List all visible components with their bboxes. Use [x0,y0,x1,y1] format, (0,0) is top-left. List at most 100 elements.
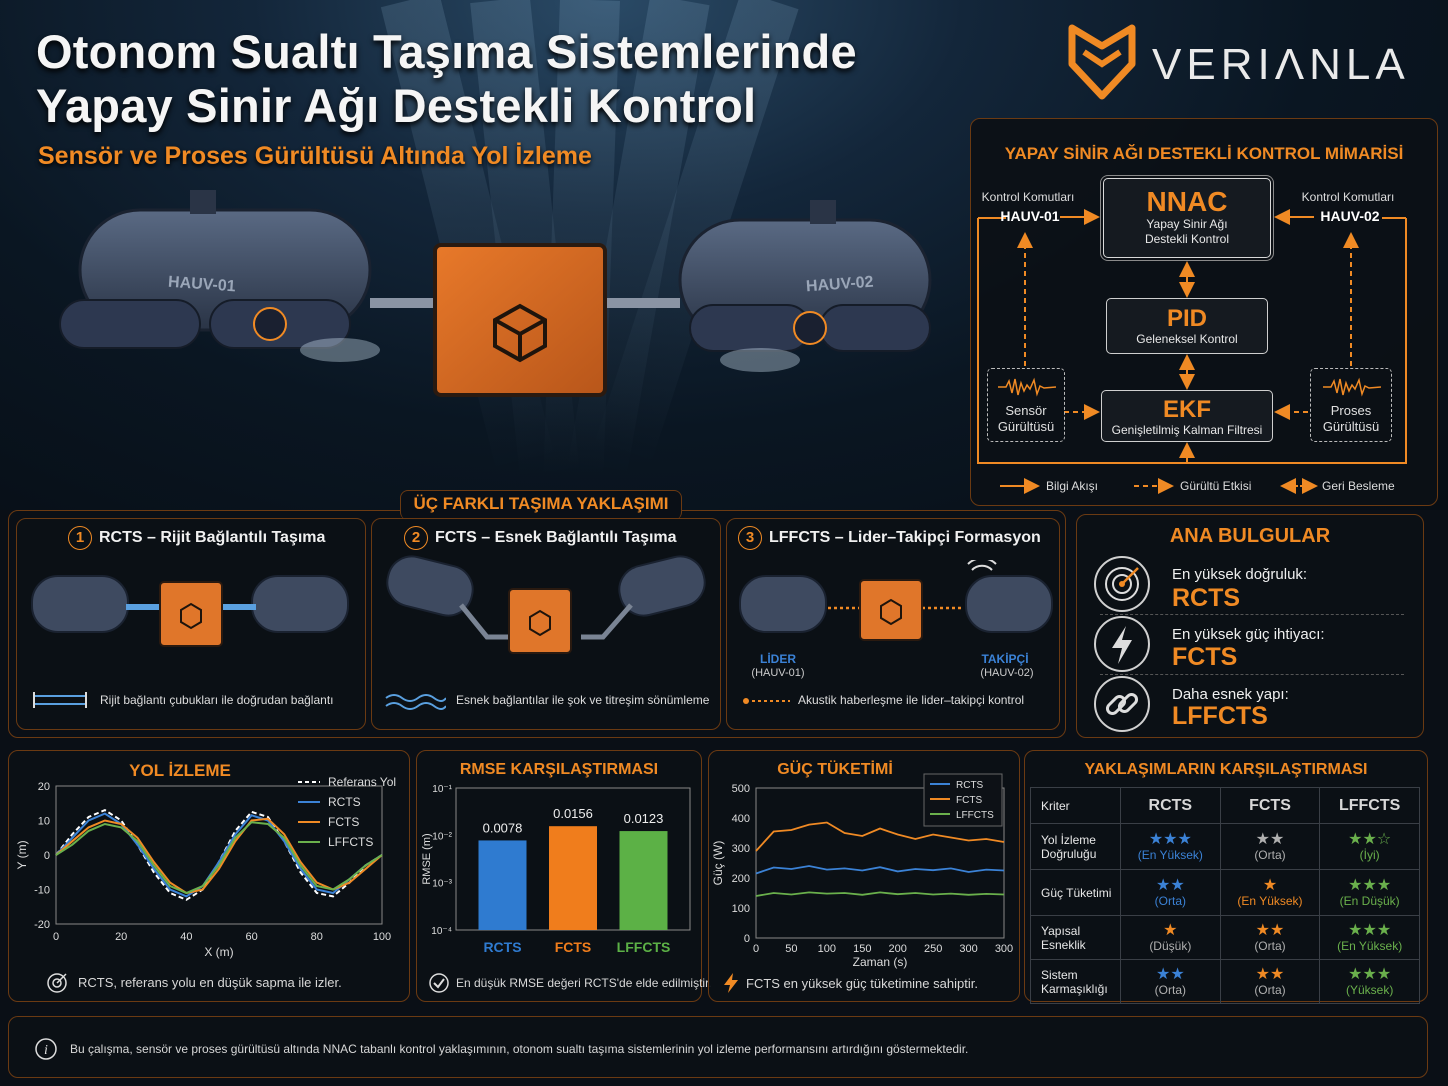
y-tick-label: 10 [38,816,50,828]
bar-lffcts [619,831,668,930]
approach-title-2: 2 FCTS – Esnek Bağlantılı Taşıma [404,526,677,550]
x-tick-label: 100 [373,931,391,943]
legend-label: LFFCTS [956,810,994,821]
series-line-fcts [755,821,1005,852]
series-line-lffcts [55,821,383,895]
y-axis-label: RMSE (m) [421,833,433,884]
y-tick-label: 200 [732,873,750,885]
lightning-icon [724,973,738,993]
footer-panel [8,1016,1428,1078]
legend-noise-effect: Gürültü Etkisi [1180,479,1252,493]
legend-feedback: Geri Besleme [1322,479,1395,493]
power-chart: 500 400 300 200 100 00 50 100 150 200 250 300 300 Zam… [711,773,1013,969]
vehicle-right [678,200,932,372]
y-tick-label: -20 [34,919,50,931]
bar-value-label: 0.0078 [483,820,523,835]
hero-illustration [59,190,932,397]
x-tick-label: 250 [924,943,942,955]
plot-frame [755,787,1005,939]
rcts-illustration [31,575,349,647]
legend-label: RCTS [956,780,984,791]
right-command-target: HAUV-02 [1320,208,1380,224]
follower-label: TAKİPÇİ [981,652,1029,666]
target-icon [1094,556,1150,612]
x-tick-label: 300 [995,943,1013,955]
footer-note: Bu çalışma, sensör ve proses gürültüsü a… [70,1042,969,1056]
y-tick-label: 400 [732,813,750,825]
signal-icon [967,560,997,571]
bar-rcts [478,840,527,930]
series-line-lffcts [755,891,1005,897]
x-tick-label: 300 [959,943,977,955]
vehicle-left [59,190,380,362]
approaches-title: ÜÇ FARKLI TAŞIMA YAKLAŞIMI [413,494,669,513]
approach-title-3: 3 LFFCTS – Lider–Takipçi Formasyon [738,526,1041,550]
findings-title: ANA BULGULAR [1169,525,1331,547]
x-tick-label: 200 [889,943,907,955]
category-label: FCTS [555,939,592,955]
y-tick-label: 500 [732,783,750,795]
link-icon [1094,676,1150,732]
series-line-rcts [55,812,383,898]
y-tick-label: 0 [744,933,750,945]
info-icon: i [35,1038,57,1060]
y-tick-label: 10⁻² [432,831,452,842]
finding-value-2: FCTS [1172,643,1238,671]
page-title-line1: Otonom Sualtı Taşıma Sistemlerinde [36,25,857,78]
nnac-name: NNAC [1146,186,1228,217]
noise-wave-icon [1323,377,1381,397]
approach-caption-2: Esnek bağlantılar ile şok ve titreşim sö… [456,693,710,707]
legend-label: FCTS [328,815,359,829]
sensor-noise-block: Sensör Gürültüsü [987,368,1065,442]
y-tick-label: 10⁻⁴ [431,926,452,937]
legend-label: Referans Yol [328,775,396,789]
svg-text:i: i [44,1043,48,1058]
nnac-block: NNAC Yapay Sinir Ağı Destekli Kontrol [1103,178,1271,258]
acoustic-link-icon [743,698,790,704]
y-axis-label: Y (m) [15,840,29,869]
left-command-label: Kontrol Komutları [981,190,1075,204]
lffcts-illustration [739,560,1053,641]
header-lffcts: LFFCTS [1319,787,1420,824]
pid-desc: Geleneksel Kontrol [1136,332,1238,346]
comparison-table: Kriter RCTS FCTS LFFCTS Yol İzleme Doğrul… [1030,787,1420,1004]
ekf-block: EKF Genişletilmiş Kalman Filtresi [1101,390,1273,442]
table-row: Sistem Karmaşıklığı ★★ (Orta) ★★ (Orta) ★★★… [1030,959,1420,1004]
architecture-flow-lines [977,209,1407,494]
finding-label-2: En yüksek güç ihtiyacı: [1172,626,1325,643]
pid-block: PID Geleneksel Kontrol [1106,298,1268,354]
finding-value-1: RCTS [1172,584,1241,612]
rmse-chart: 10⁻¹ 10⁻² 10⁻³ 10⁻⁴ RMSE (m) 0.0078 RCTS 0.0156… [421,784,691,955]
approach-caption-1: Rijit bağlantı çubukları ile doğrudan ba… [100,693,334,707]
x-tick-label: 100 [818,943,836,955]
x-tick-label: 40 [180,931,192,943]
category-label: LFFCTS [617,939,671,955]
legend-label: RCTS [328,795,361,809]
x-tick-label: 150 [853,943,871,955]
brand-name: VERIΛNLA [1152,40,1410,89]
finding-label-1: En yüksek doğruluk: [1172,566,1308,583]
approach-title-1: 1 RCTS – Rijit Bağlantılı Taşıma [68,526,325,550]
x-tick-label: 50 [785,943,797,955]
legend-info-flow: Bilgi Akışı [1046,479,1099,493]
table-row: Güç Tüketimi ★★ (Orta) ★ (En Yüksek) ★★★ (E… [1030,869,1420,916]
process-noise-block: Proses Gürültüsü [1310,368,1392,442]
header-rcts: RCTS [1120,787,1221,824]
ekf-name: EKF [1163,396,1211,423]
y-tick-label: 0 [44,850,50,862]
bar-fcts [549,826,597,930]
left-command-target: HAUV-01 [1000,208,1060,224]
header-criterion: Kriter [1030,787,1121,824]
bar-value-label: 0.0123 [624,811,664,826]
brand-logo-icon [1068,24,1136,100]
finding-label-3: Daha esnek yapı: [1172,686,1289,703]
target-icon [47,973,67,993]
y-tick-label: 300 [732,843,750,855]
right-command-label: Kontrol Komutları [1301,190,1395,204]
path-tracking-note: RCTS, referans yolu en düşük sapma ile i… [78,975,342,990]
series-line-fcts [55,817,383,895]
cargo-crate-icon [433,243,607,397]
x-tick-label: 60 [245,931,257,943]
follower-id: (HAUV-02) [980,667,1034,679]
x-tick-label: 0 [53,931,59,943]
